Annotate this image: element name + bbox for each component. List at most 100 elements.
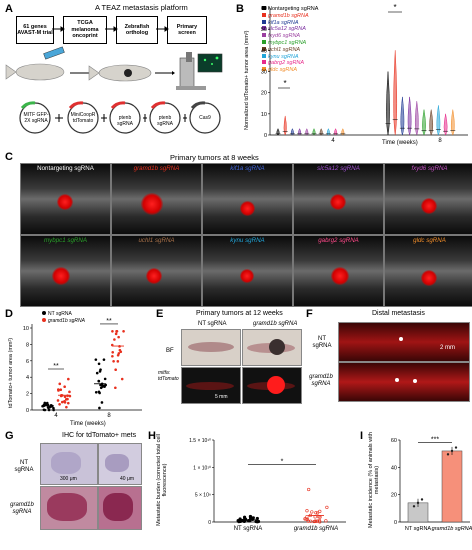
data-point <box>116 353 120 357</box>
monitor-icon <box>197 53 223 73</box>
panel-e-row-td: mitfa: tdTomato <box>158 370 179 382</box>
data-point <box>117 335 120 339</box>
panel-b-legend-item: gramd1b sgRNA <box>262 12 318 20</box>
legend-swatch <box>262 26 266 31</box>
panel-e-letter: E <box>156 308 164 320</box>
x-tick-label: gramd1b sgRNA <box>432 526 472 532</box>
data-point <box>112 360 115 363</box>
step-box-2: TCGA melanoma oncoprint <box>63 16 107 44</box>
y-tick-label: 40 <box>391 465 397 471</box>
fish-photo: gabrg2 sgRNA <box>293 235 384 307</box>
data-point <box>60 400 64 404</box>
violin-mark <box>283 115 287 136</box>
data-point <box>310 510 314 514</box>
step-box-3: Zebrafish ortholog <box>116 16 158 44</box>
data-point <box>94 358 98 361</box>
panel-c-title: Primary tumors at 8 weeks <box>170 153 259 162</box>
violin-mark <box>407 96 412 136</box>
tumor-mark <box>57 194 73 210</box>
data-point <box>305 517 310 522</box>
fish-label: slc5a12 sgRNA <box>317 165 360 172</box>
data-point <box>111 350 115 354</box>
data-point <box>114 368 117 372</box>
violin-mark <box>393 50 398 136</box>
data-point <box>94 391 98 394</box>
data-point <box>97 379 100 383</box>
data-point <box>59 388 63 392</box>
x-tick-label: 8 <box>438 138 442 144</box>
fish-label: gabrg2 sgRNA <box>318 237 359 244</box>
data-point <box>63 395 67 399</box>
panel-b-xlabel: Time (weeks) <box>382 140 418 146</box>
y-tick-label: 40 <box>261 48 267 54</box>
tumor-mark <box>421 198 437 214</box>
panel-d-legend-nt-label: NT sgRNA <box>48 311 72 317</box>
panel-e-col-nt: NT sgRNA <box>198 321 227 327</box>
sig-star: * <box>283 79 286 88</box>
violin-mark <box>386 71 390 136</box>
photo-e-td-nt <box>181 367 241 404</box>
panel-b-legend-item: fxyd6 sgRNA <box>262 33 318 40</box>
data-point <box>56 399 60 402</box>
data-point <box>324 519 328 523</box>
photo-f-gramd1b <box>338 362 470 402</box>
panel-g-title: IHC for tdTomato+ mets <box>62 432 137 439</box>
step-box-1: 61 genes AVAST-M trial <box>16 16 54 44</box>
step-label-2: TCGA melanoma oncoprint <box>71 20 99 40</box>
ihc-scale-low: 300 μm <box>60 476 77 482</box>
violin-mark <box>450 109 455 136</box>
y-tick-label: 6 <box>26 359 29 365</box>
data-point <box>67 377 70 381</box>
panel-b-legend-item: uchl1 sgRNA <box>262 46 318 54</box>
legend-label: mybpc1 sgRNA <box>268 39 307 46</box>
data-point <box>66 397 69 401</box>
legend-swatch <box>262 19 266 24</box>
data-point <box>446 453 450 456</box>
panel-d-legend-gramd1b: gramd1b sgRNA <box>42 318 85 324</box>
panel-g-row-gramd1b: gramd1b sgRNA <box>10 502 34 515</box>
panel-a-schematic <box>5 26 223 134</box>
data-point <box>97 362 101 366</box>
data-point <box>238 519 243 523</box>
fish-label: Nontargeting sgRNA <box>37 165 94 172</box>
step-label-4: Primary screen <box>176 23 198 37</box>
fish-icon <box>15 63 65 81</box>
fish-photo: kif1a sgRNA <box>202 163 293 235</box>
tumor-mark <box>239 200 255 216</box>
panel-f-row-nt: NT sgRNA <box>312 336 332 349</box>
photo-f-nt <box>338 322 470 362</box>
panel-e-row-bf: BF <box>166 348 174 354</box>
y-tick-label: 20 <box>391 493 397 499</box>
data-point <box>416 501 420 505</box>
data-point <box>325 505 329 509</box>
bar <box>441 450 463 523</box>
data-point <box>120 377 124 381</box>
y-tick-label: 0 <box>208 520 211 526</box>
data-point <box>420 498 424 501</box>
ihc-gramd1b-high <box>98 486 142 530</box>
data-point <box>313 515 317 519</box>
panel-b-legend-item: gldc sgRNA <box>262 67 318 74</box>
photo-e-bf-nt <box>181 329 241 366</box>
legend-swatch <box>262 33 266 38</box>
x-tick-label: NT sgRNA <box>405 526 432 532</box>
panel-d-chart: 0 2 4 6 8 10 4 ** 8 ** <box>23 318 142 419</box>
panel-b-legend-item: kynu sgRNA <box>262 53 318 61</box>
data-point <box>315 511 320 515</box>
legend-swatch <box>262 67 266 72</box>
data-point <box>63 385 66 389</box>
y-tick-label: 0 <box>264 133 267 139</box>
legend-label: uchl1 sgRNA <box>268 46 301 53</box>
panel-d-xlabel: Time (weeks) <box>70 421 106 427</box>
data-point <box>256 519 261 524</box>
x-tick-label: 4 <box>331 138 335 144</box>
legend-label: gldc sgRNA <box>268 67 298 74</box>
data-point <box>48 405 52 409</box>
violin-mark <box>400 96 405 136</box>
sig-star: ** <box>106 318 112 325</box>
fish-photo: slc5a12 sgRNA <box>293 163 384 235</box>
data-point <box>103 377 107 381</box>
y-tick-label: 1 × 10¹⁰ <box>193 465 211 471</box>
y-tick-label: 5 × 10⁹ <box>195 493 211 499</box>
y-tick-label: 8 <box>26 342 29 348</box>
